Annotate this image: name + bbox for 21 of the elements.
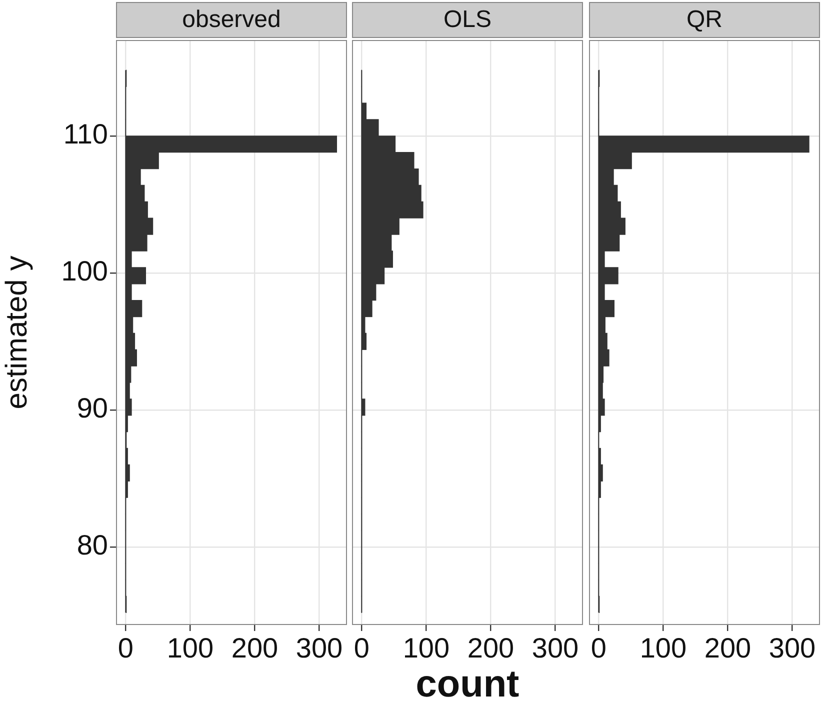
x-tick-label: 200 [231,632,278,664]
x-tick-label: 0 [118,632,134,664]
chart-title: observed [116,2,347,38]
x-tick-label: 300 [296,632,343,664]
x-tick-label: 200 [467,632,514,664]
x-tick-label: 300 [768,632,816,664]
y-axis-title: estimated y [0,256,34,410]
x-tick-label: 100 [402,632,450,664]
y-tick-label: 90 [76,392,108,424]
y-tick-label: 100 [61,256,108,287]
chart-title: QR [589,2,820,38]
y-tick-label: 80 [76,530,108,561]
x-tick-label: 0 [354,632,370,664]
x-tick-label: 0 [590,632,606,664]
y-tick-label: 110 [63,118,108,150]
x-tick-label: 200 [704,632,752,664]
x-tick-label: 100 [166,632,214,664]
x-tick-label: 100 [640,632,687,664]
chart-title: OLS [352,2,583,38]
x-axis-title: count [416,664,520,706]
x-tick-label: 300 [532,632,579,664]
